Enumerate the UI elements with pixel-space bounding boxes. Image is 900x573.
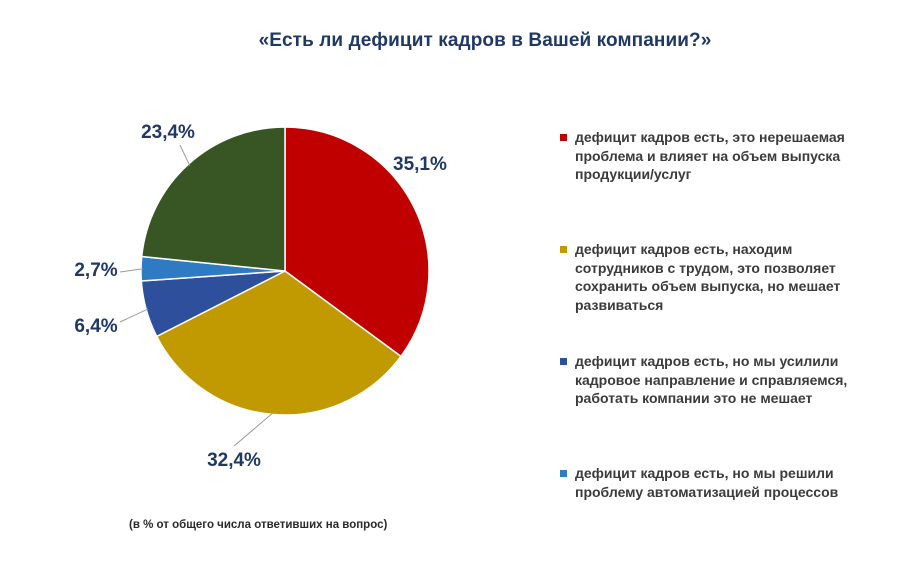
legend-text-automation: дефицит кадров есть, но мы решили пробле… — [575, 465, 839, 500]
pct-label-unsolvable: 35,1% — [393, 154, 447, 175]
legend-marker-automation — [560, 470, 567, 477]
legend-marker-unsolvable — [560, 134, 567, 141]
leader-line-automation — [119, 268, 144, 273]
chart-title: «Есть ли дефицит кадров в Вашей компании… — [258, 30, 712, 51]
leader-line-hard-hiring — [233, 412, 274, 447]
legend-text-hard-hiring: дефицит кадров есть, находим сотрудников… — [575, 241, 841, 313]
pct-label-automation: 2,7% — [74, 260, 117, 281]
pie-slice-other — [140, 126, 286, 272]
pie-chart: 35,1% 32,4% 6,4% 2,7% 23,4% — [74, 122, 447, 471]
pie-slice-unsolvable — [284, 126, 430, 358]
chart-footnote: (в % от общего числа ответивших на вопро… — [129, 519, 388, 531]
leader-line-hr-strengthened — [119, 308, 149, 323]
pie-slice-hard-hiring — [155, 270, 403, 416]
legend-marker-hr-strengthened — [560, 358, 567, 365]
pct-label-other: 23,4% — [141, 122, 195, 143]
leader-line-other — [179, 144, 191, 166]
pct-label-hr-strengthened: 6,4% — [74, 316, 117, 337]
legend-text-hr-strengthened: дефицит кадров есть, но мы усилили кадро… — [575, 353, 848, 406]
pct-label-hard-hiring: 32,4% — [207, 450, 261, 471]
legend-marker-hard-hiring — [560, 246, 567, 253]
legend-text-unsolvable: дефицит кадров есть, это нерешаемая проб… — [575, 129, 845, 182]
